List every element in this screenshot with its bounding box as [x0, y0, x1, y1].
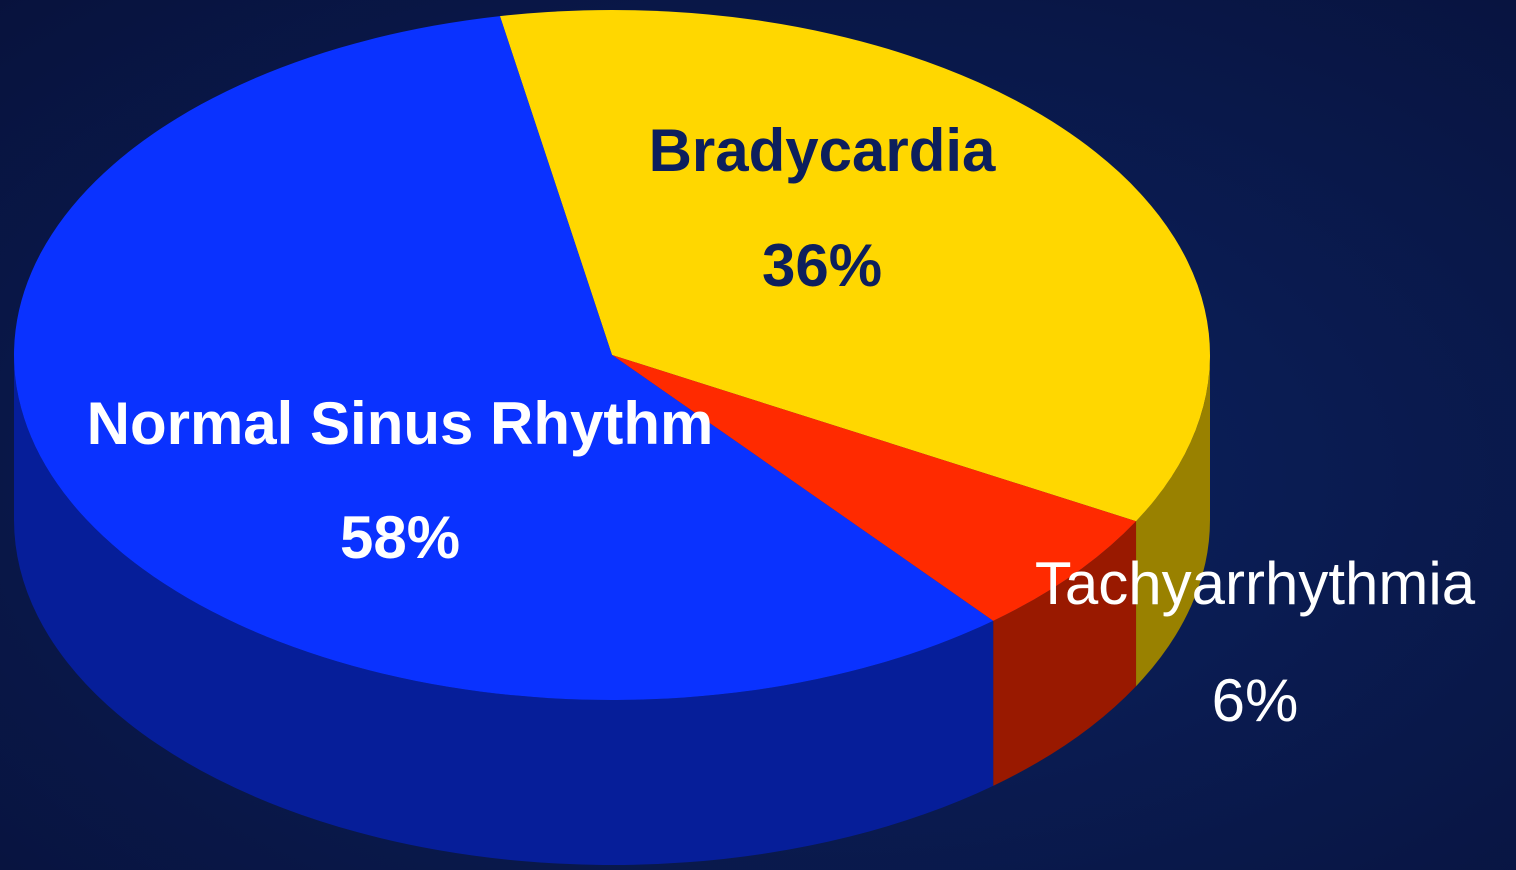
slice-value-label: 36% — [762, 232, 882, 299]
slice-label: Bradycardia — [649, 117, 996, 184]
pie-tops — [14, 10, 1210, 700]
pie-slice-side — [1136, 355, 1210, 687]
pie-slice — [14, 16, 994, 700]
pie-sides — [14, 355, 1210, 866]
pie-slice — [499, 10, 1210, 522]
slice-value-label: 6% — [1212, 667, 1299, 734]
pie-labels: Bradycardia 36% Tachyarrhythmia 6% Normal Si… — [87, 117, 1476, 734]
slice-label: Tachyarrhythmia — [1035, 550, 1476, 617]
slice-label: Normal Sinus Rhythm — [87, 390, 714, 457]
pie-slice-side — [14, 355, 994, 866]
pie-slice — [612, 355, 1137, 621]
slice-value-label: 58% — [340, 504, 460, 571]
pie-slice-side — [993, 521, 1137, 786]
